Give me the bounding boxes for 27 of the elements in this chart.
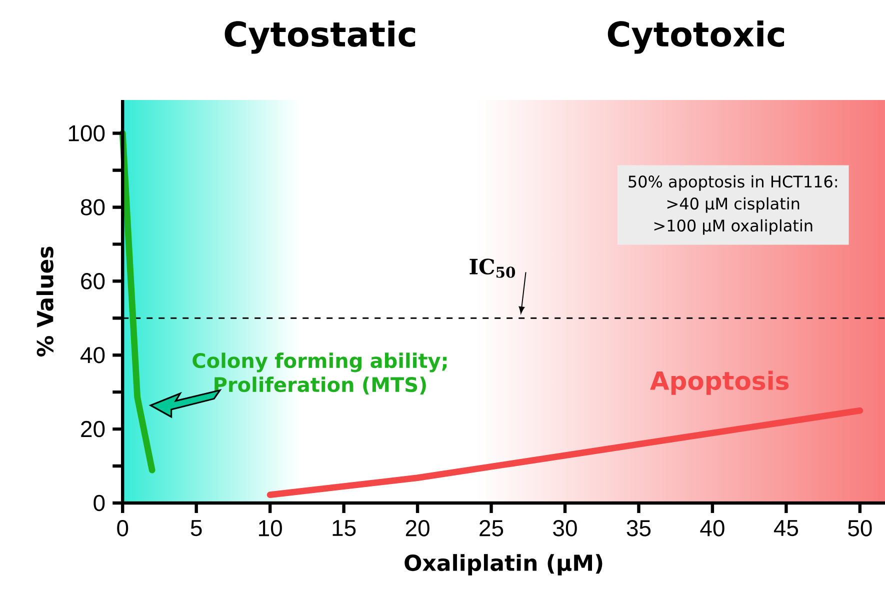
annotation: >100 μM oxaliplatin <box>654 219 812 235</box>
x-tick-label: 40 <box>700 520 724 536</box>
ref-line-label: IC$_{50}$ <box>470 258 516 278</box>
x-tick-label: 15 <box>332 520 356 536</box>
x-tick-label: 0 <box>117 520 128 536</box>
series-label: Apoptosis <box>650 370 789 395</box>
y-tick-label: 40 <box>80 346 105 364</box>
x-tick-label: 50 <box>848 520 872 536</box>
x-tick-label: 20 <box>406 520 430 536</box>
x-tick-label: 30 <box>553 520 577 536</box>
x-tick-label: 25 <box>480 520 504 536</box>
annotation: >40 μM cisplatin <box>667 197 800 213</box>
text: Colony forming ability; Proliferation (MTS) <box>192 352 447 394</box>
y-tick-label: 20 <box>81 420 105 438</box>
y-tick-label: 60 <box>81 273 105 290</box>
y-tick-label: 100 <box>68 125 105 142</box>
y-tick-label: 80 <box>80 199 105 216</box>
y-axis-title: % Values <box>36 246 54 357</box>
x-tick-label: 45 <box>774 520 798 536</box>
annotation: 50% apoptosis in HCT116: <box>628 175 837 191</box>
x-tick-label: 5 <box>190 520 202 536</box>
x-tick-label: 35 <box>626 520 651 536</box>
text: Cytotoxic <box>608 20 784 54</box>
x-axis-title: Oxaliplatin (μM) <box>404 554 602 576</box>
y-tick-label: 0 <box>94 494 105 512</box>
x-tick-label: 10 <box>259 520 282 536</box>
text: Cytostatic <box>224 20 416 54</box>
